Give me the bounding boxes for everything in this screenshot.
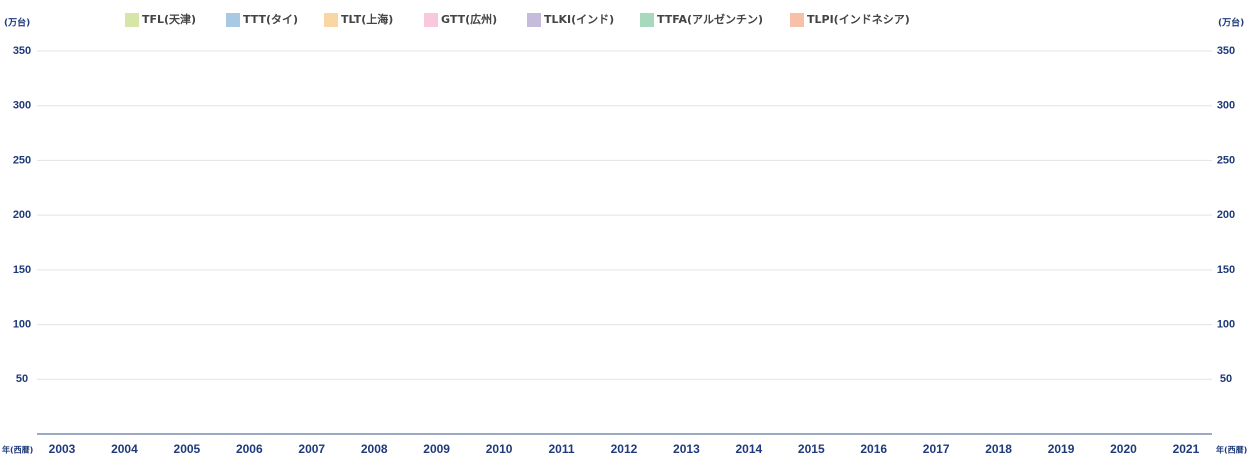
legend-label: TLKI(インド) [544,13,614,26]
x-tick-label: 2003 [49,442,76,456]
legend-label: TTFA(アルゼンチン) [657,12,763,26]
x-tick-label: 2014 [735,442,762,456]
y-tick-label: 100 [13,318,31,330]
legend-swatch [527,13,541,27]
x-tick-label: 2007 [298,442,325,456]
y2-tick-label: 300 [1217,100,1235,112]
x-tick-label: 2011 [548,442,574,456]
legend-swatch [226,13,240,27]
legend-label: TFL(天津) [142,12,196,26]
y-axis-label: (万台) [4,17,30,29]
y-tick-label: 200 [13,209,31,221]
x-tick-label: 2018 [985,442,1012,456]
x-tick-label: 2009 [423,442,450,456]
y-tick-label: 300 [13,100,31,112]
x-tick-label: 2005 [174,442,201,456]
y-tick-label: 50 [16,373,28,385]
legend-swatch [640,13,654,27]
x-tick-label: 2008 [361,442,388,456]
x-axis-label: 年(西暦) [2,445,33,455]
x-tick-label: 2017 [923,442,950,456]
x-tick-label: 2021 [1173,442,1200,456]
x-tick-label: 2015 [798,442,825,456]
legend-label: TLT(上海) [341,12,393,26]
y2-axis-label: (万台) [1218,17,1244,29]
x-tick-label: 2013 [673,442,700,456]
legend-swatch [324,13,338,27]
y-tick-label: 350 [13,45,31,57]
y-tick-label: 150 [13,264,31,276]
legend-label: TLPI(インドネシア) [807,13,910,26]
x-tick-label: 2020 [1110,442,1137,456]
x-tick-label: 2010 [486,442,513,456]
legend-label: GTT(広州) [441,12,497,26]
y2-tick-label: 50 [1220,373,1232,385]
y-tick-label: 250 [13,154,31,166]
x-tick-label: 2019 [1048,442,1075,456]
y2-tick-label: 100 [1217,318,1235,330]
x-axis-label: 年(西暦) [1216,445,1247,455]
y2-tick-label: 150 [1217,264,1235,276]
y2-tick-label: 250 [1217,154,1235,166]
legend-swatch [125,13,139,27]
legend-label: TTT(タイ) [243,13,298,26]
x-tick-label: 2012 [611,442,638,456]
x-tick-label: 2006 [236,442,263,456]
y2-tick-label: 350 [1217,45,1235,57]
legend-swatch [424,13,438,27]
legend-swatch [790,13,804,27]
y2-tick-label: 200 [1217,209,1235,221]
x-tick-label: 2004 [111,442,138,456]
x-tick-label: 2016 [860,442,887,456]
